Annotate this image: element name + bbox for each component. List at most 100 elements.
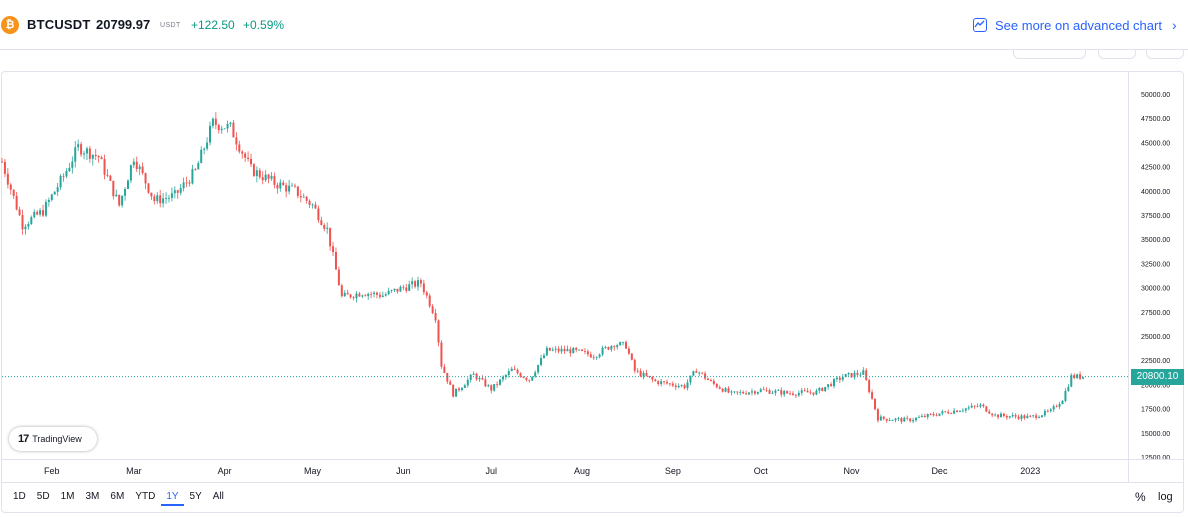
candle-body [340, 285, 343, 297]
candle-body [704, 373, 707, 379]
candle-body [30, 217, 33, 225]
candle-body [909, 418, 912, 422]
candle-body [220, 128, 223, 131]
candle-body [1035, 415, 1038, 418]
candle-body [460, 387, 463, 391]
candle-body [862, 370, 865, 375]
candle-body [967, 407, 970, 409]
candle-body [355, 293, 358, 299]
candle-body [170, 193, 173, 198]
candle-body [261, 177, 264, 181]
price-tick-label: 20000.00 [1141, 382, 1170, 389]
candle-body [1038, 417, 1041, 418]
candle-body [144, 173, 147, 184]
symbol-name: BTCUSDT [27, 17, 91, 32]
candle-body [326, 227, 329, 229]
candle-body [1043, 410, 1046, 416]
candle-body [393, 288, 396, 291]
time-tick-label: Sep [665, 466, 681, 476]
range-button-1m[interactable]: 1M [60, 491, 75, 502]
candle-body [250, 158, 253, 165]
advanced-chart-link[interactable]: See more on advanced chart › [973, 14, 1177, 36]
price-tick-label: 42500.00 [1141, 165, 1170, 172]
candle-body [663, 381, 666, 383]
candle-body [835, 377, 838, 380]
candle-body [534, 372, 537, 377]
candle-body [273, 176, 276, 185]
time-tick-label: Jul [485, 466, 497, 476]
candle-body [3, 161, 6, 174]
range-button-6m[interactable]: 6M [110, 491, 125, 502]
candle-body [384, 294, 387, 296]
range-button-5y[interactable]: 5Y [189, 491, 202, 502]
candle-body [768, 390, 771, 394]
candle-body [411, 281, 414, 285]
candle-body [815, 390, 818, 395]
candle-body [718, 387, 721, 389]
candle-body [361, 295, 364, 297]
price-tick-label: 37500.00 [1141, 213, 1170, 220]
range-button-all[interactable]: All [212, 491, 224, 502]
candle-body [504, 375, 507, 378]
candle-body [214, 118, 217, 125]
range-button-3m[interactable]: 3M [85, 491, 100, 502]
chart-icon [973, 18, 987, 32]
log-scale-toggle[interactable]: log [1158, 491, 1173, 503]
candle-body [267, 174, 270, 179]
bitcoin-icon: ₿ [1, 16, 19, 34]
candle-body [519, 373, 522, 377]
range-button-ytd[interactable]: YTD [135, 491, 156, 502]
candle-body [1052, 406, 1055, 410]
time-tick-label: Nov [844, 466, 861, 476]
candle-body [800, 390, 803, 393]
candle-body [540, 358, 543, 365]
candle-body [753, 391, 756, 394]
price-tick-label: 40000.00 [1141, 189, 1170, 196]
candle-body [487, 385, 490, 387]
candle-body [689, 375, 692, 383]
time-tick-label: Mar [126, 466, 142, 476]
candle-body [821, 387, 824, 392]
candle-body [291, 185, 294, 187]
candle-body [121, 195, 124, 206]
candle-body [129, 165, 132, 181]
candle-body [364, 295, 367, 297]
time-tick-label: Dec [931, 466, 948, 476]
range-button-1y[interactable]: 1Y [161, 489, 184, 506]
candle-body [440, 342, 443, 367]
candle-body [950, 413, 953, 415]
toolbar-tab-stub[interactable] [1146, 50, 1184, 59]
candle-body [285, 185, 288, 192]
candle-body [138, 166, 141, 170]
candle-body [595, 356, 598, 358]
candle-body [68, 167, 71, 172]
candle-body [645, 372, 648, 376]
candle-body [36, 211, 39, 215]
candle-body [188, 182, 191, 184]
toolbar-tab-stub[interactable] [1013, 50, 1086, 59]
toolbar-tab-stub[interactable] [1098, 50, 1136, 59]
candle-body [581, 349, 584, 351]
candle-body [434, 313, 437, 321]
candle-body [583, 350, 586, 352]
range-button-5d[interactable]: 5D [36, 491, 50, 502]
candle-body [1076, 374, 1079, 379]
candle-body [293, 185, 296, 187]
candle-body [542, 355, 545, 359]
percent-scale-toggle[interactable]: % [1135, 490, 1146, 504]
candle-body [332, 246, 335, 253]
candle-body [994, 414, 997, 416]
candle-body [923, 415, 926, 418]
candle-body [80, 144, 83, 155]
candle-body [1014, 415, 1017, 417]
candle-body [832, 379, 835, 387]
candle-body [390, 290, 393, 291]
range-selector: 1D 5D 1M 3M 6M YTD 1Y 5Y All [8, 489, 230, 506]
candle-body [244, 153, 247, 158]
candle-body [797, 392, 800, 396]
range-button-1d[interactable]: 1D [13, 491, 26, 502]
candle-body [232, 122, 235, 138]
candle-body [654, 379, 657, 382]
candle-body [660, 381, 663, 385]
